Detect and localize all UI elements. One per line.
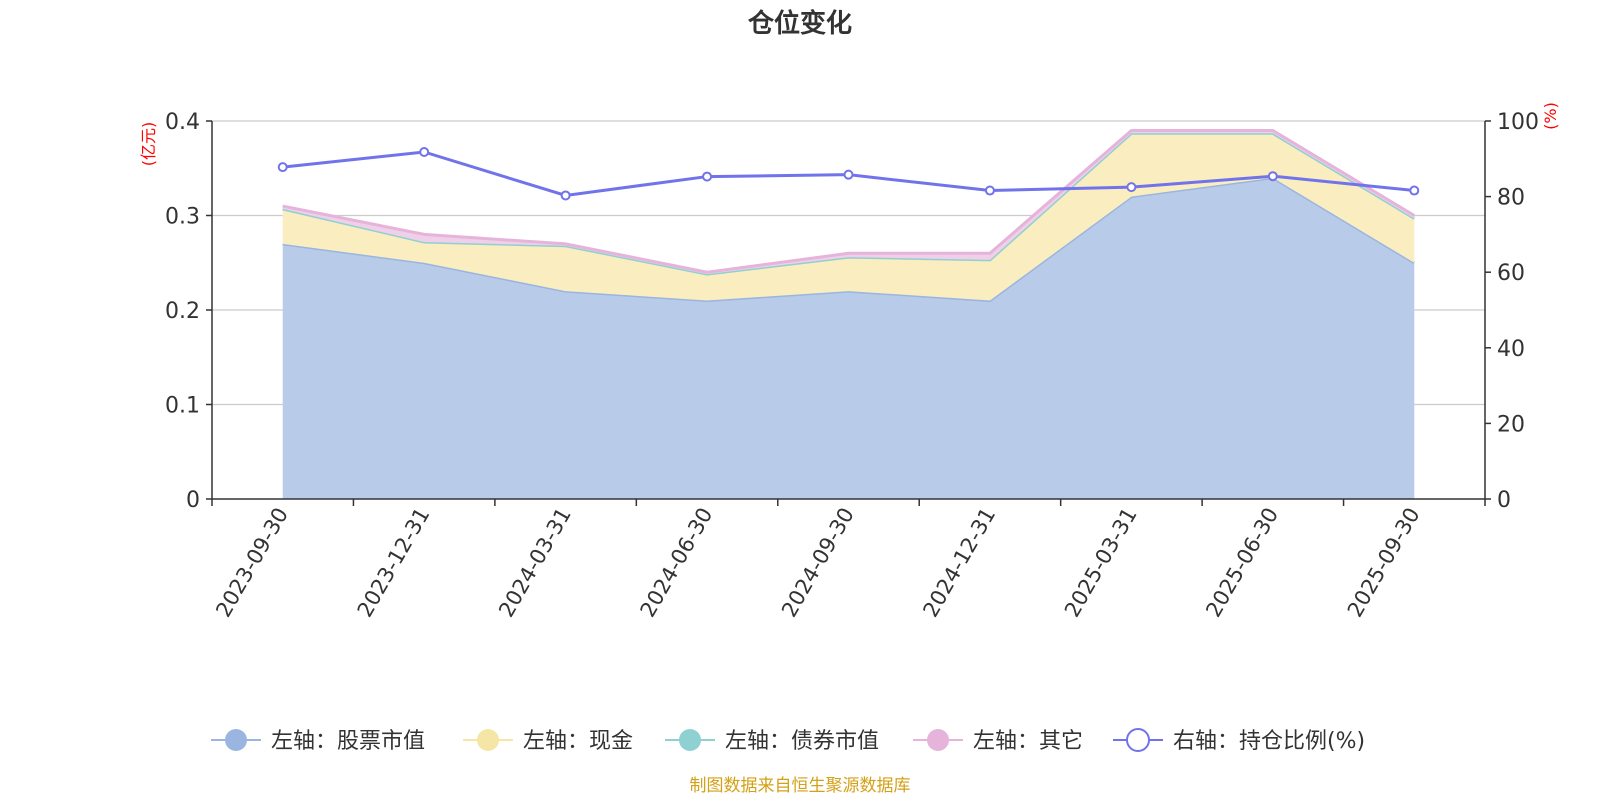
holding-ratio-line	[277, 146, 1420, 201]
right-axis-unit: (%)	[1541, 102, 1560, 130]
x-tick-label: 2025-03-31	[1060, 504, 1142, 622]
x-tick-label: 2024-12-31	[918, 504, 1000, 622]
left-tick-label: 0.2	[165, 299, 200, 324]
legend-item: 左轴：债券市值	[665, 729, 879, 754]
legend-marker	[477, 729, 499, 751]
right-tick-label: 20	[1497, 412, 1525, 437]
legend-marker	[927, 729, 949, 751]
right-tick-label: 0	[1497, 488, 1511, 513]
x-tick-label: 2024-06-30	[636, 504, 718, 622]
legend-marker	[225, 729, 247, 751]
chart-title: 仓位变化	[747, 8, 852, 39]
left-tick-label: 0.1	[165, 394, 200, 419]
right-tick-label: 100	[1497, 110, 1539, 135]
ratio-point	[702, 171, 713, 182]
legend-label: 左轴：债券市值	[725, 729, 879, 754]
left-tick-label: 0	[186, 488, 200, 513]
stacked-areas	[282, 128, 1416, 499]
legend-item: 左轴：股票市值	[211, 729, 425, 754]
x-tick-label: 2024-09-30	[777, 504, 859, 622]
area-edge-左轴：其它	[282, 128, 1416, 274]
x-tick-label: 2023-12-31	[353, 503, 435, 621]
legend-item: 右轴：持仓比例(%)	[1113, 728, 1365, 754]
data-source-note: 制图数据来自恒生聚源数据库	[690, 776, 911, 796]
legend-item: 左轴：其它	[913, 729, 1083, 754]
ratio-point	[560, 190, 571, 201]
legend-label: 左轴：其它	[973, 729, 1083, 754]
area-左轴：现金	[282, 133, 1415, 301]
ratio-point	[1409, 185, 1420, 196]
x-tick-label: 2025-09-30	[1343, 504, 1425, 622]
ratio-point	[1126, 182, 1137, 193]
ratio-point	[277, 162, 288, 173]
legend-item: 左轴：现金	[463, 729, 633, 754]
ratio-point	[843, 169, 854, 180]
ratio-point	[419, 146, 430, 157]
right-tick-label: 60	[1497, 261, 1525, 286]
legend-label: 左轴：现金	[523, 729, 633, 754]
x-tick-label: 2024-03-31	[494, 504, 576, 622]
legend-marker	[1126, 728, 1150, 752]
legend-marker	[679, 729, 701, 751]
legend: 左轴：股票市值 左轴：现金 左轴：债券市值 左轴：其它 右轴：持仓比例(%)	[211, 728, 1365, 754]
legend-label: 右轴：持仓比例(%)	[1173, 729, 1365, 754]
legend-label: 左轴：股票市值	[271, 729, 425, 754]
left-tick-label: 0.3	[165, 205, 200, 230]
right-tick-label: 80	[1497, 186, 1525, 211]
right-tick-label: 40	[1497, 337, 1525, 362]
ratio-point	[984, 185, 995, 196]
left-tick-label: 0.4	[165, 110, 200, 135]
ratio-point	[1267, 171, 1278, 182]
area-左轴：股票市值	[282, 177, 1415, 499]
x-tick-label: 2025-06-30	[1201, 504, 1283, 622]
x-tick-label: 2023-09-30	[211, 504, 293, 622]
left-axis-unit: (亿元)	[139, 122, 158, 167]
